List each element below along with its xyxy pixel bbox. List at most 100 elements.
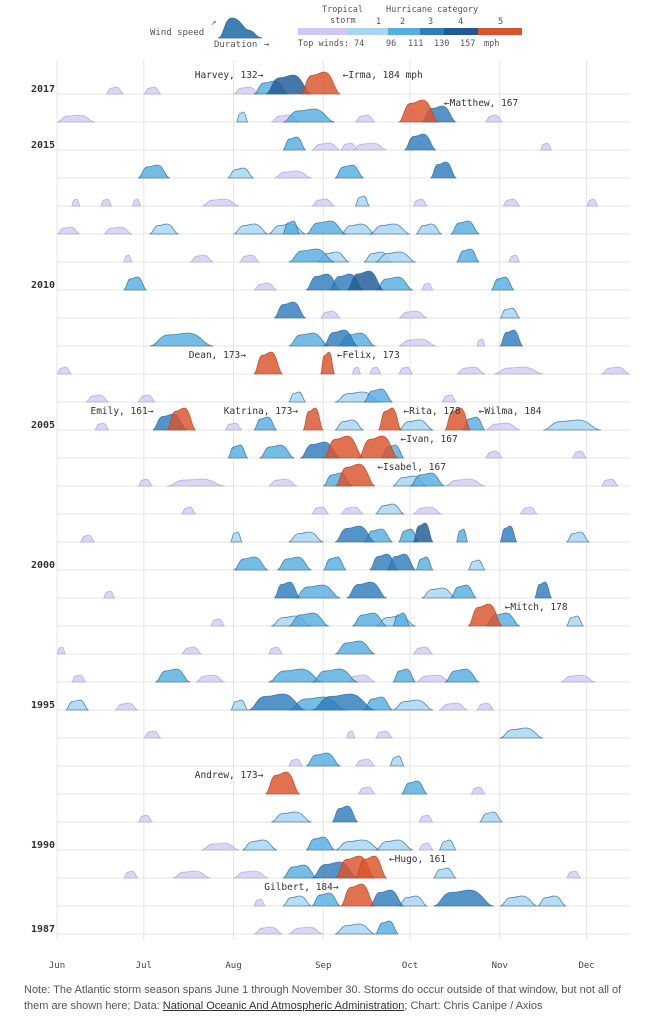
storm-shape [560, 674, 596, 683]
storm-shape [268, 668, 324, 683]
storm-shape [305, 752, 341, 767]
storm-shape [71, 674, 87, 683]
legend-tropical-label-1: Tropical [322, 5, 363, 15]
legend-top-winds-label: Top winds: [298, 39, 349, 49]
storm-shape [273, 581, 301, 599]
storm-shape [282, 220, 301, 235]
storm-annotation: Dean, 173→ [189, 350, 246, 361]
storm-shape [369, 889, 405, 907]
legend-wind-threshold: 74 [354, 39, 364, 49]
storm-annotation: Andrew, 173→ [195, 770, 264, 781]
source-link[interactable]: National Oceanic And Atmospheric Adminis… [162, 1000, 405, 1012]
storm-shape [351, 366, 362, 375]
storm-shape [398, 310, 428, 319]
storm-shape [375, 276, 414, 291]
storm-shape [586, 198, 599, 207]
legend-duration-label: Duration [214, 40, 257, 50]
year-label: 2005 [31, 420, 55, 431]
storm-shape [247, 693, 306, 711]
storm-shape [444, 478, 486, 487]
storm-shape [476, 338, 486, 347]
storm-shape [421, 587, 457, 599]
legend-category-number: 3 [428, 17, 433, 27]
storm-shape [149, 332, 214, 347]
legend-swatch-1 [348, 28, 388, 35]
storm-shape [299, 71, 341, 95]
storm-shape [369, 366, 382, 375]
storm-shape [398, 895, 428, 907]
storm-shape [398, 99, 440, 123]
storm-shape [375, 839, 414, 851]
storm-shape [282, 895, 312, 907]
storm-shape [230, 531, 243, 543]
storm-shape [421, 282, 434, 291]
storm-shape [476, 702, 495, 711]
storm-shape [485, 114, 503, 123]
storm-shape [137, 394, 156, 403]
storm-annotation: Emily, 161→ [90, 406, 153, 417]
storm-shape [195, 674, 225, 683]
storm-shape [319, 351, 336, 375]
storm-shape [239, 254, 260, 263]
storm-shape [543, 419, 602, 431]
storm-shape [268, 646, 283, 655]
storm-shape [502, 198, 521, 207]
storm-shape [123, 254, 133, 263]
year-label: 2010 [31, 280, 55, 291]
storm-shape [508, 254, 521, 263]
storm-shape [288, 531, 324, 543]
storm-shape [363, 388, 393, 403]
storm-shape [340, 142, 359, 151]
storm-shape [242, 839, 278, 851]
year-label: 2017 [31, 84, 55, 95]
storm-shape [412, 198, 428, 207]
x-tick-label: Aug [225, 961, 241, 971]
storm-shape [323, 435, 364, 459]
storm-shape [253, 282, 278, 291]
storm-shape [123, 276, 147, 291]
storm-shape [412, 506, 442, 515]
storm-shape [236, 111, 249, 123]
storm-shape [288, 612, 330, 627]
legend-swatch-5 [478, 28, 522, 35]
footnote-credit: ; Chart: Chris Canipe / Axios [404, 1000, 543, 1012]
storm-shape [323, 329, 359, 347]
storm-shape [352, 142, 387, 151]
storm-shape [499, 525, 518, 543]
storm-shape [253, 898, 266, 907]
storm-shape [273, 170, 312, 179]
storm-shape [181, 646, 202, 655]
storm-shape [415, 223, 443, 235]
storm-shape [352, 612, 388, 627]
storm-shape [79, 534, 95, 543]
storm-shape [363, 696, 393, 711]
legend-swatch-0 [298, 28, 348, 35]
storm-shape [354, 195, 370, 207]
storm-shape [149, 223, 179, 235]
storm-shape [375, 251, 416, 263]
storm-shape [288, 758, 304, 767]
storm-shape [123, 870, 139, 879]
storm-shape [444, 407, 472, 431]
storm-shape [456, 366, 486, 375]
storm-shape [71, 198, 81, 207]
legend-wind-threshold: 157 [460, 39, 475, 49]
storm-shape [398, 338, 437, 347]
storm-shape [346, 730, 356, 739]
storm-shape [455, 528, 469, 543]
storm-shape [456, 248, 480, 263]
storm-shape [415, 674, 451, 683]
storm-shape [172, 870, 211, 879]
storm-shape [375, 920, 399, 935]
storm-shape [433, 867, 457, 879]
legend-swatch-3 [420, 28, 444, 35]
storm-annotation: ←Isabel, 167 [377, 462, 446, 473]
storm-annotation: Harvey, 132→ [195, 70, 264, 81]
storm-shape [450, 220, 480, 235]
storm-shape [233, 556, 269, 571]
storm-shape [253, 926, 283, 935]
storm-shape [357, 435, 399, 459]
storm-shape [311, 142, 341, 151]
legend-wind-arrow-icon: ↗ [211, 18, 216, 28]
storm-shape [288, 248, 335, 263]
